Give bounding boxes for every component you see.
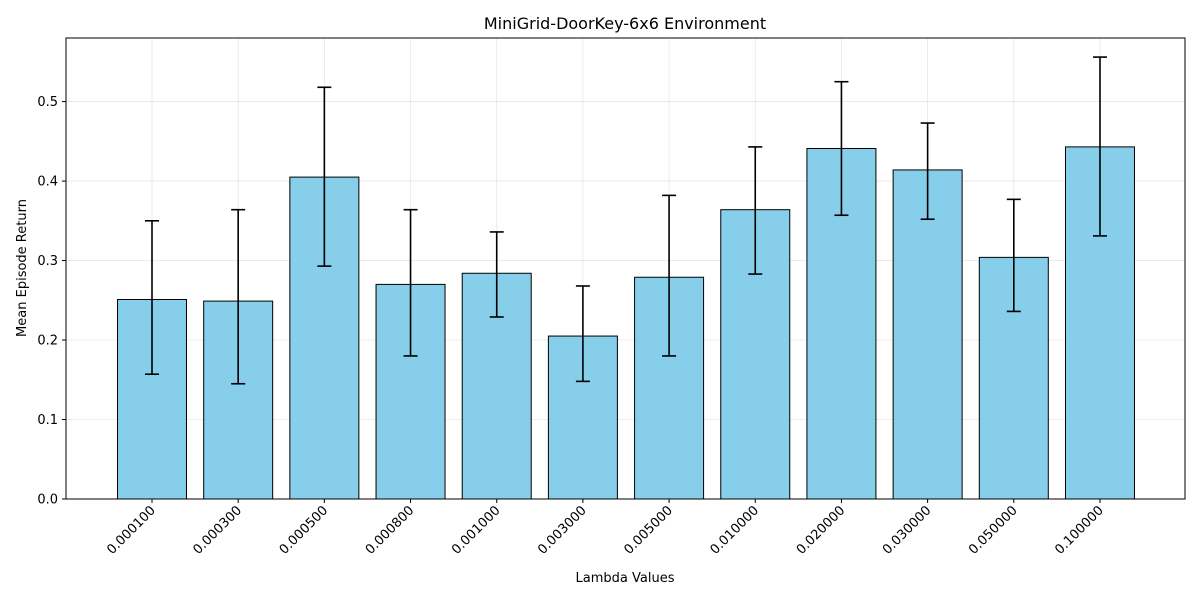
y-tick-label: 0.4 [37,175,58,190]
x-tick-label: 0.005000 [621,503,675,557]
x-tick-label: 0.000500 [277,503,331,557]
y-tick-label: 0.0 [37,493,58,508]
chart-title: MiniGrid-DoorKey-6x6 Environment [484,14,766,33]
y-axis-ticks: 0.0 0.1 0.2 0.3 0.4 0.5 [37,95,66,508]
error-bars [145,56,1107,385]
x-tick-label: 0.000100 [104,503,158,557]
x-tick-label: 0.020000 [794,503,848,557]
x-tick-label: 0.050000 [966,503,1020,557]
bars [117,146,1135,500]
x-tick-label: 0.001000 [449,503,503,557]
y-tick-label: 0.1 [37,413,58,428]
x-tick-label: 0.003000 [535,503,589,557]
plot-frame [65,37,1186,500]
x-tick-label: 0.010000 [708,503,762,557]
y-tick-label: 0.3 [37,254,58,269]
y-axis-label: Mean Episode Return [15,199,30,337]
x-tick-label: 0.100000 [1052,503,1106,557]
x-axis-ticks: 0.000100 0.000300 0.000500 0.000800 0.001000… [104,499,1107,558]
x-axis-label: Lambda Values [576,571,675,586]
y-tick-label: 0.2 [37,334,58,349]
x-tick-label: 0.030000 [880,503,934,557]
x-tick-label: 0.000300 [191,503,245,557]
x-tick-label: 0.000800 [363,503,417,557]
bar-0.030000 [892,169,963,500]
y-tick-label: 0.5 [37,95,58,110]
